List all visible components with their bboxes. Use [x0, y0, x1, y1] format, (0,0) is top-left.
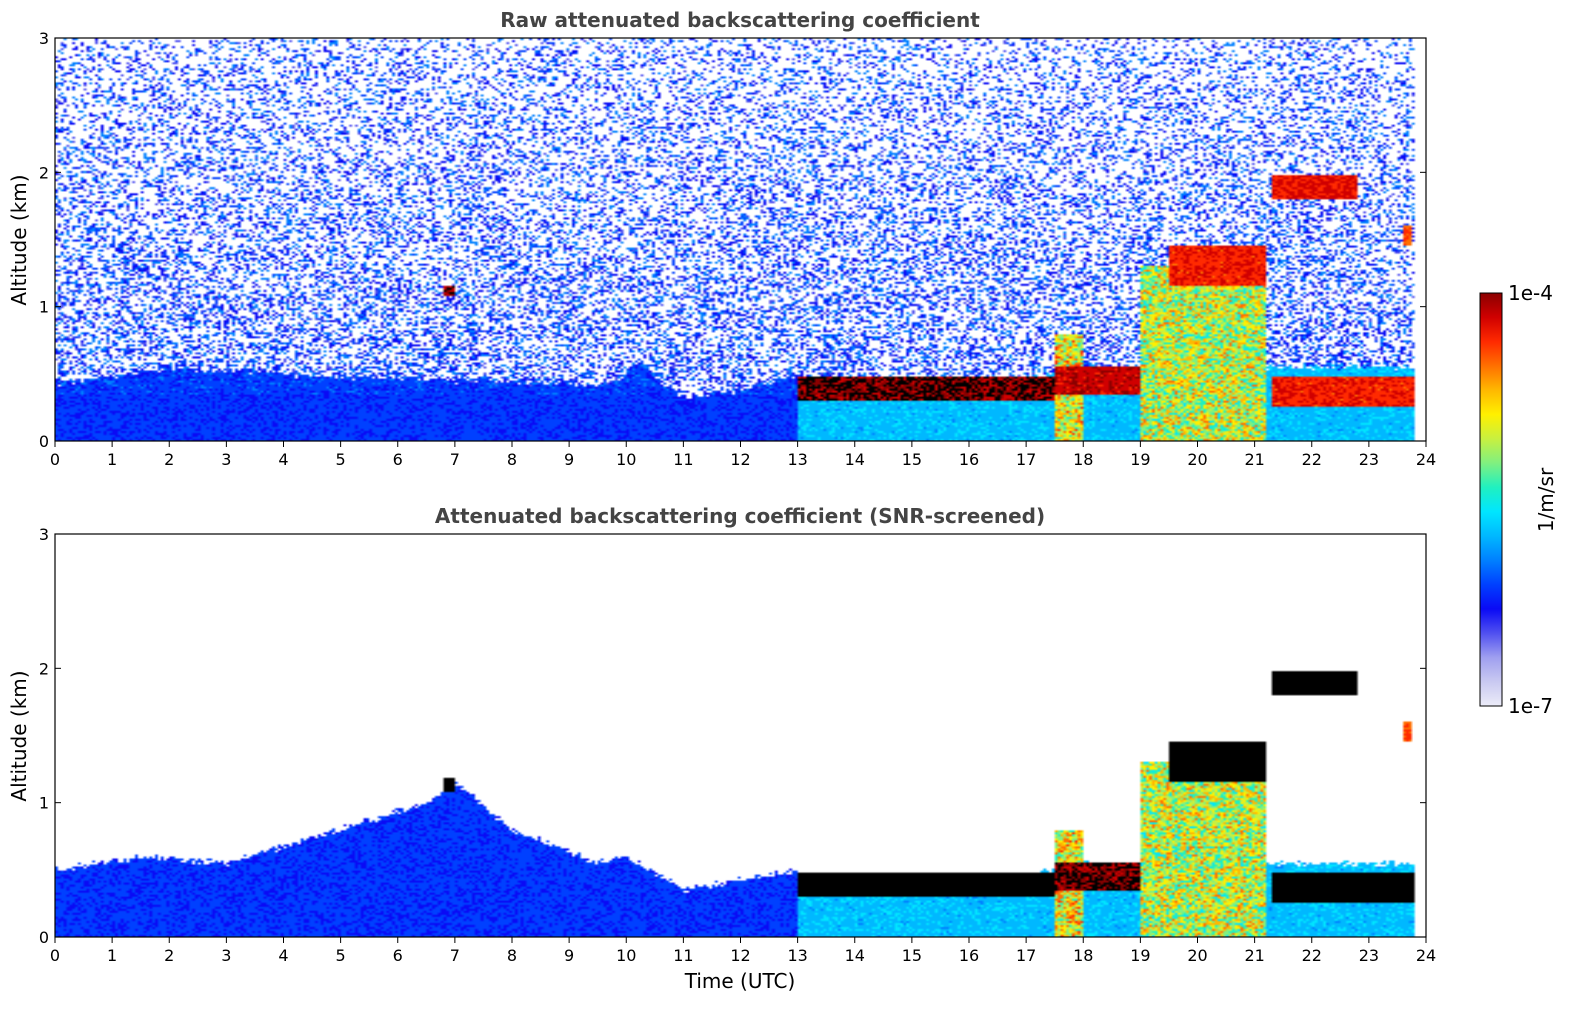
x-tick-label: 9 [564, 450, 574, 469]
x-tick-label: 15 [902, 946, 922, 965]
x-tick-label: 18 [1073, 946, 1093, 965]
x-tick-label: 23 [1359, 450, 1379, 469]
panel-snr-screened: Attenuated backscattering coefficient (S… [7, 504, 1436, 993]
panel-raw: Raw attenuated backscattering coefficien… [7, 8, 1436, 469]
x-tick-label: 24 [1416, 450, 1436, 469]
x-tick-label: 10 [616, 450, 636, 469]
colorbar-gradient [1479, 292, 1503, 707]
x-tick-label: 12 [730, 946, 750, 965]
colorbar-max-label: 1e-4 [1508, 281, 1553, 305]
x-tick-label: 24 [1416, 946, 1436, 965]
x-tick-label: 17 [1016, 946, 1036, 965]
x-tick-label: 14 [845, 450, 865, 469]
x-tick-label: 21 [1244, 946, 1264, 965]
x-tick-label: 6 [393, 946, 403, 965]
colorbar-label: 1/m/sr [1534, 467, 1558, 532]
colorbar-min-label: 1e-7 [1508, 694, 1553, 718]
x-tick-label: 19 [1130, 450, 1150, 469]
y-tick-label: 1 [39, 298, 49, 317]
y-tick-label: 0 [39, 928, 49, 947]
x-tick-label: 8 [507, 450, 517, 469]
x-tick-label: 2 [164, 946, 174, 965]
heatmap-image [55, 534, 1426, 937]
x-tick-label: 5 [336, 946, 346, 965]
plot-title: Attenuated backscattering coefficient (S… [435, 504, 1045, 528]
y-tick-label: 3 [39, 29, 49, 48]
y-tick-label: 3 [39, 525, 49, 544]
x-tick-label: 16 [959, 450, 979, 469]
x-tick-label: 21 [1244, 450, 1264, 469]
x-tick-label: 3 [221, 450, 231, 469]
x-tick-label: 4 [278, 450, 288, 469]
x-tick-label: 2 [164, 450, 174, 469]
x-tick-label: 15 [902, 450, 922, 469]
colorbar: 1e-4 1e-7 1/m/sr [1479, 281, 1558, 718]
x-tick-label: 7 [450, 450, 460, 469]
x-tick-label: 8 [507, 946, 517, 965]
x-axis: 0 1 2 3 4 5 6 7 8 9 10 11 12 13 14 15 16 17 18 19 20 21 22 23 24 [50, 441, 1436, 469]
x-tick-label: 13 [787, 946, 807, 965]
x-tick-label: 3 [221, 946, 231, 965]
x-tick-label: 17 [1016, 450, 1036, 469]
x-axis-label: Time (UTC) [684, 969, 796, 993]
x-tick-label: 1 [107, 946, 117, 965]
y-tick-label: 0 [39, 432, 49, 451]
x-tick-label: 11 [673, 450, 693, 469]
x-tick-label: 23 [1359, 946, 1379, 965]
x-tick-label: 19 [1130, 946, 1150, 965]
x-tick-label: 1 [107, 450, 117, 469]
x-tick-label: 7 [450, 946, 460, 965]
y-axis-label: Altitude (km) [7, 174, 31, 305]
x-tick-label: 22 [1302, 450, 1322, 469]
y-tick-label: 1 [39, 794, 49, 813]
x-tick-label: 10 [616, 946, 636, 965]
x-tick-label: 14 [845, 946, 865, 965]
x-tick-label: 0 [50, 946, 60, 965]
x-tick-label: 13 [787, 450, 807, 469]
x-tick-label: 5 [336, 450, 346, 469]
x-tick-label: 11 [673, 946, 693, 965]
heatmap-image [55, 38, 1426, 441]
x-tick-label: 9 [564, 946, 574, 965]
x-tick-label: 22 [1302, 946, 1322, 965]
y-axis: 0 1 2 3 [39, 525, 1426, 947]
plot-title: Raw attenuated backscattering coefficien… [500, 8, 980, 32]
x-tick-label: 6 [393, 450, 403, 469]
x-axis: 0 1 2 3 4 5 6 7 8 9 10 11 12 13 14 15 16 17 18 19 20 21 22 23 24 [50, 937, 1436, 965]
x-tick-label: 4 [278, 946, 288, 965]
y-axis-label: Altitude (km) [7, 670, 31, 801]
x-tick-label: 20 [1187, 450, 1207, 469]
x-tick-label: 20 [1187, 946, 1207, 965]
x-tick-label: 0 [50, 450, 60, 469]
y-tick-label: 2 [39, 163, 49, 182]
x-tick-label: 16 [959, 946, 979, 965]
y-axis: 0 1 2 3 [39, 29, 1426, 451]
y-tick-label: 2 [39, 659, 49, 678]
x-tick-label: 18 [1073, 450, 1093, 469]
x-tick-label: 12 [730, 450, 750, 469]
